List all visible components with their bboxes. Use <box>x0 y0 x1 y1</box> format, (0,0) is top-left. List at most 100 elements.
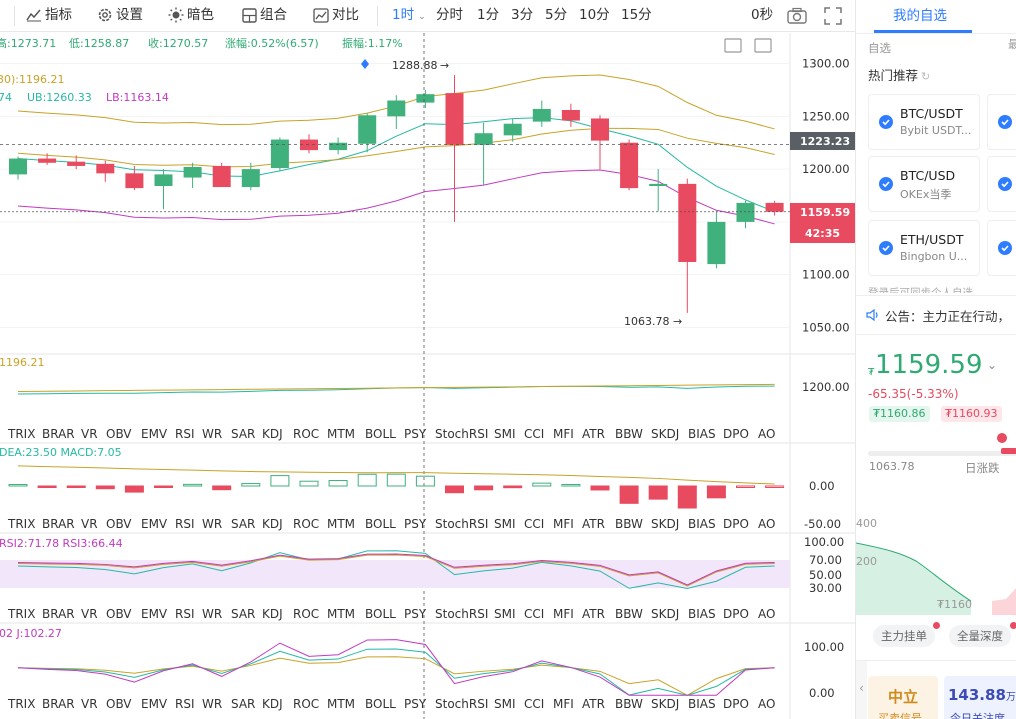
expand-icon[interactable] <box>754 38 772 53</box>
indicator-tab[interactable]: MTM <box>327 427 355 441</box>
indicator-tab[interactable]: BIAS <box>688 427 716 441</box>
recommend-card-partial[interactable] <box>987 220 1016 276</box>
interval-1m[interactable]: 1分 <box>477 7 500 23</box>
indicator-tab[interactable]: StochRSI <box>435 607 488 621</box>
indicator-tab[interactable]: BIAS <box>688 517 716 531</box>
indicator-tab[interactable]: WR <box>202 607 222 621</box>
indicator-tab[interactable]: DPO <box>723 697 749 711</box>
checkbox-checked-icon[interactable] <box>998 177 1012 191</box>
indicator-tab[interactable]: SKDJ <box>651 607 679 621</box>
indicator-tab[interactable]: CCI <box>524 427 544 441</box>
combine-button[interactable]: 组合 <box>242 0 287 32</box>
checkbox-checked-icon[interactable] <box>998 241 1012 255</box>
indicator-tab[interactable]: DPO <box>723 607 749 621</box>
indicator-tab[interactable]: ROC <box>293 697 319 711</box>
indicator-tab[interactable]: EMV <box>141 607 168 621</box>
recommend-card[interactable]: BTC/USDT Bybit USDT... <box>868 94 980 150</box>
interval-1h[interactable]: 1时 ⌄ <box>392 0 426 32</box>
indicator-tab[interactable]: AO <box>758 607 775 621</box>
settings-button[interactable]: 设置 <box>97 0 143 32</box>
indicator-tab[interactable]: BBW <box>615 427 643 441</box>
indicator-button[interactable]: 指标 <box>26 0 72 32</box>
indicator-tab[interactable]: SMI <box>494 607 516 621</box>
indicator-tab[interactable]: WR <box>202 697 222 711</box>
indicator-tab[interactable]: RSI <box>175 607 195 621</box>
indicator-tab[interactable]: DPO <box>723 517 749 531</box>
indicator-tab[interactable]: AO <box>758 427 775 441</box>
indicator-tab[interactable]: SAR <box>231 427 255 441</box>
interval-15m[interactable]: 15分 <box>621 7 652 23</box>
chart-tool-icons[interactable] <box>724 38 772 53</box>
interval-timeline[interactable]: 分时 <box>436 7 463 23</box>
indicator-tab[interactable]: KDJ <box>262 697 283 711</box>
indicator-tabs-row[interactable]: TRIX BRAR VR OBV EMV RSI WR SAR KDJ ROC MTM BOLL PSY… <box>7 517 775 531</box>
chevron-down-icon[interactable]: ⌄ <box>987 358 998 372</box>
checkbox-checked-icon[interactable] <box>998 115 1012 129</box>
indicator-tab[interactable]: WR <box>202 427 222 441</box>
indicator-tab[interactable]: DPO <box>723 427 749 441</box>
indicator-tab[interactable]: CCI <box>524 517 544 531</box>
indicator-tab[interactable]: ATR <box>582 607 605 621</box>
indicator-tab[interactable]: EMV <box>141 697 168 711</box>
indicator-tab[interactable]: ATR <box>582 427 605 441</box>
indicator-tab[interactable]: BIAS <box>688 697 716 711</box>
attention-card[interactable]: 143.88万 今日关注度 <box>944 676 1016 719</box>
indicator-tab[interactable]: RSI <box>175 697 195 711</box>
indicator-tab[interactable]: ROC <box>293 427 319 441</box>
calendar-icon[interactable] <box>724 38 742 53</box>
tab-edge-label[interactable]: 最 <box>1008 36 1016 52</box>
indicator-tab[interactable]: BBW <box>615 697 643 711</box>
indicator-tab[interactable]: EMV <box>141 427 168 441</box>
checkbox-checked-icon[interactable] <box>879 241 893 255</box>
indicator-tab[interactable]: AO <box>758 517 775 531</box>
indicator-tab[interactable]: SAR <box>231 697 255 711</box>
checkbox-checked-icon[interactable] <box>879 115 893 129</box>
indicator-tab[interactable]: MFI <box>553 697 574 711</box>
indicator-tab[interactable]: SAR <box>231 517 255 531</box>
tab-my-watchlist[interactable]: 我的自选 <box>893 8 947 24</box>
indicator-tab[interactable]: StochRSI <box>435 427 488 441</box>
checkbox-checked-icon[interactable] <box>879 177 893 191</box>
indicator-tab[interactable]: PSY <box>404 697 427 711</box>
indicator-tab[interactable]: VR <box>81 427 98 441</box>
indicator-tab[interactable]: CCI <box>524 607 544 621</box>
indicator-tab[interactable]: BOLL <box>365 697 396 711</box>
recommend-card-partial[interactable] <box>987 94 1016 150</box>
indicator-tab[interactable]: VR <box>81 697 98 711</box>
indicator-tab[interactable]: WR <box>202 517 222 531</box>
indicator-tab[interactable]: PSY <box>404 607 427 621</box>
indicator-tab[interactable]: PSY <box>404 427 427 441</box>
indicator-tab[interactable]: BRAR <box>42 607 75 621</box>
indicator-tab[interactable]: SMI <box>494 427 516 441</box>
indicator-tab[interactable]: TRIX <box>7 607 35 621</box>
indicator-tab[interactable]: MFI <box>553 607 574 621</box>
indicator-tab[interactable]: MTM <box>327 697 355 711</box>
indicator-tab[interactable]: EMV <box>141 517 168 531</box>
kline-chart-area[interactable]: 1300.001250.001200.001150.001100.001050.… <box>0 33 855 719</box>
indicator-tab[interactable]: BBW <box>615 517 643 531</box>
indicator-tab[interactable]: SAR <box>231 607 255 621</box>
indicator-tab[interactable]: StochRSI <box>435 517 488 531</box>
indicator-tab[interactable]: PSY <box>404 517 427 531</box>
announcement-bar[interactable]: 公告：主力正在行动， <box>856 295 1016 335</box>
indicator-tab[interactable]: KDJ <box>262 607 283 621</box>
indicator-tab[interactable]: CCI <box>524 697 544 711</box>
indicator-tab[interactable]: MFI <box>553 427 574 441</box>
indicator-tabs-row[interactable]: TRIX BRAR VR OBV EMV RSI WR SAR KDJ ROC MTM BOLL PSY… <box>7 697 775 711</box>
recommend-card[interactable]: ETH/USDT Bingbon U... <box>868 220 980 276</box>
indicator-tab[interactable]: MTM <box>327 607 355 621</box>
indicator-tab[interactable]: ATR <box>582 697 605 711</box>
kline-chart[interactable]: 1300.001250.001200.001150.001100.001050.… <box>0 33 855 719</box>
indicator-tab[interactable]: SKDJ <box>651 517 679 531</box>
fullscreen-icon[interactable] <box>822 5 844 27</box>
indicator-tab[interactable]: BRAR <box>42 427 75 441</box>
indicator-tab[interactable]: ATR <box>582 517 605 531</box>
indicator-tab[interactable]: RSI <box>175 517 195 531</box>
indicator-tabs-row[interactable]: TRIX BRAR VR OBV EMV RSI WR SAR KDJ ROC MTM BOLL PSY… <box>7 607 775 621</box>
indicator-tab[interactable]: SKDJ <box>651 697 679 711</box>
indicator-tab[interactable]: BIAS <box>688 607 716 621</box>
full-depth-button[interactable]: 全量深度 <box>949 625 1011 647</box>
indicator-tab[interactable]: OBV <box>106 427 132 441</box>
indicator-tab[interactable]: SMI <box>494 517 516 531</box>
recommend-card-partial[interactable] <box>987 156 1016 212</box>
